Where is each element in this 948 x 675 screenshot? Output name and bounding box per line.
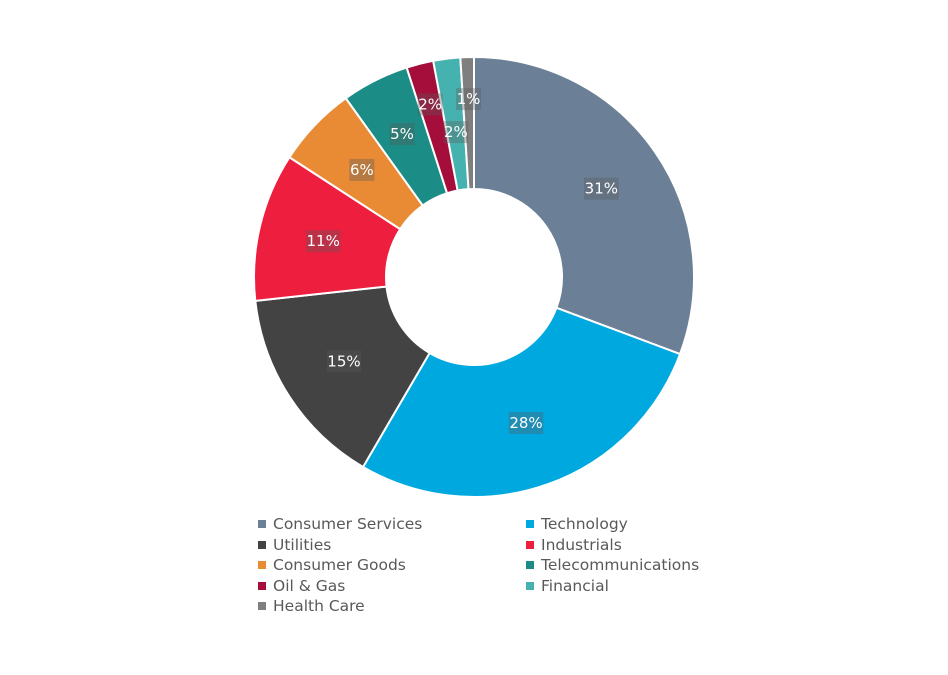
- legend-item: Consumer Goods: [258, 555, 526, 576]
- data-label-box: [443, 121, 469, 144]
- data-label: 11%: [307, 232, 340, 250]
- data-label-box: [584, 177, 619, 200]
- legend-item: Consumer Services: [258, 514, 526, 535]
- legend-swatch: [526, 561, 534, 570]
- slice-technology: [361, 306, 682, 498]
- legend-label: Consumer Goods: [273, 556, 406, 575]
- legend-label: Oil & Gas: [273, 576, 346, 595]
- data-label: 28%: [509, 414, 542, 432]
- legend-label: Health Care: [273, 597, 365, 616]
- labels-layer: 31%28%15%11%6%5%2%2%1%: [305, 88, 619, 435]
- legend-item: Telecommunications: [526, 555, 718, 576]
- data-label-box: [455, 88, 481, 111]
- slice-utilities: [254, 285, 431, 469]
- legend-item: Financial: [526, 576, 718, 597]
- slice-industrials: [253, 155, 402, 303]
- data-label-box: [305, 230, 341, 253]
- legend-label: Telecommunications: [541, 556, 700, 575]
- legend-item: Utilities: [258, 535, 526, 556]
- legend-item: Technology: [526, 514, 718, 535]
- data-label: 5%: [390, 125, 414, 143]
- slices-layer: [253, 55, 695, 498]
- data-label: 1%: [457, 90, 481, 108]
- data-label-box: [508, 412, 544, 435]
- slice-health-care: [459, 55, 475, 191]
- chart-legend: Consumer Services Technology Utilities Indu…: [258, 514, 718, 617]
- legend-label: Consumer Services: [273, 515, 423, 534]
- data-label: 2%: [418, 95, 442, 113]
- legend-swatch: [258, 581, 266, 590]
- legend-swatch: [526, 581, 534, 590]
- legend-label: Industrials: [541, 535, 622, 554]
- data-label-box: [326, 350, 362, 373]
- data-label-box: [349, 158, 375, 181]
- data-label: 31%: [585, 180, 618, 198]
- legend-swatch: [258, 602, 266, 611]
- legend-item: Health Care: [258, 596, 526, 617]
- legend-label: Utilities: [273, 535, 332, 554]
- data-label: 2%: [444, 123, 468, 141]
- legend-label: Technology: [541, 515, 628, 534]
- legend-swatch: [526, 540, 534, 549]
- legend-item: Oil & Gas: [258, 576, 526, 597]
- data-label-box: [389, 123, 415, 146]
- legend-swatch: [526, 520, 534, 529]
- legend-swatch: [258, 540, 266, 549]
- legend-item: Industrials: [526, 535, 718, 556]
- legend-swatch: [258, 561, 266, 570]
- data-label: 6%: [350, 161, 374, 179]
- legend-label: Financial: [541, 576, 609, 595]
- slice-consumer-services: [473, 55, 695, 356]
- legend-swatch: [258, 520, 266, 529]
- data-label-box: [417, 93, 443, 116]
- data-label: 15%: [327, 352, 360, 370]
